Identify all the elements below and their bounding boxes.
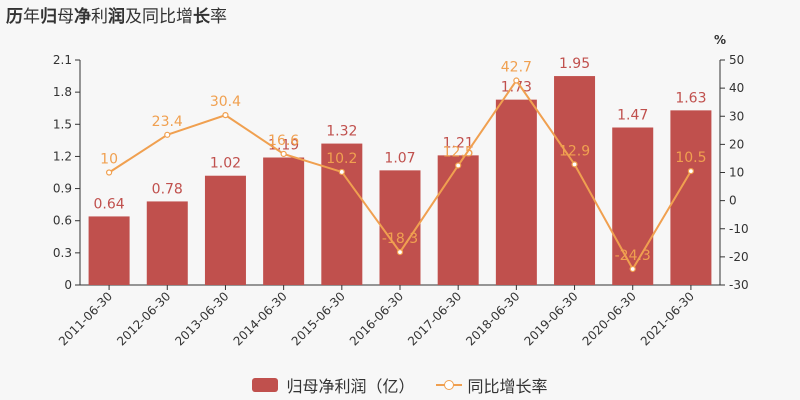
title-part: 利 (91, 7, 108, 27)
line-value-label: 12.9 (559, 143, 590, 159)
line-value-label: -18.3 (382, 231, 418, 247)
y-right-tick-label: -30 (729, 278, 749, 292)
bar-value-label: 1.63 (675, 90, 706, 106)
bar (437, 155, 479, 285)
x-tick-label: 2019-06-30 (521, 289, 580, 348)
line-point (164, 131, 171, 138)
line-point (571, 161, 578, 168)
line-value-label: 30.4 (210, 94, 241, 110)
legend-item-bar[interactable]: 归母净利润（亿） (252, 373, 414, 397)
y-left-tick-label: 1.2 (53, 149, 72, 163)
line-value-label: 10 (100, 152, 118, 168)
title-part: 归 (40, 7, 57, 27)
bar (204, 175, 246, 285)
y-right-tick-label: -20 (729, 250, 749, 264)
bar-value-label: 1.32 (326, 124, 357, 140)
y-left-tick-label: 0.6 (53, 214, 72, 228)
bar (263, 157, 305, 285)
bar (146, 201, 188, 285)
title-part: 历 (6, 7, 23, 27)
title-part: 润 (108, 7, 125, 27)
y-left-tick-label: 2.1 (53, 53, 72, 67)
bar (495, 99, 537, 286)
bar-value-label: 1.47 (617, 108, 648, 124)
title-part: 率 (210, 7, 227, 27)
y-right-tick-label: 40 (729, 81, 744, 95)
x-tick-label: 2014-06-30 (231, 289, 290, 348)
line-value-label: 12.5 (443, 144, 474, 160)
line-point (338, 168, 345, 176)
bar (554, 76, 596, 285)
line-value-label: 23.4 (152, 114, 183, 130)
line-value-label: -24.3 (615, 248, 651, 264)
line-point (222, 112, 229, 119)
title-part: 年 (23, 7, 40, 27)
legend: 归母净利润（亿） 同比增长率 (0, 373, 800, 397)
y-left-tick-label: 1.5 (53, 117, 72, 131)
line-value-label: 10.2 (326, 151, 357, 167)
line-point (280, 150, 287, 158)
y-right-tick-label: -10 (729, 222, 749, 236)
line-value-label: 42.7 (501, 60, 532, 76)
line-point (629, 265, 636, 273)
y-right-tick-label: 10 (729, 166, 744, 180)
y-left-tick-label: 1.8 (53, 85, 72, 99)
line-point (105, 169, 113, 176)
y-right-unit: % (714, 33, 726, 47)
legend-swatch-bar (252, 378, 279, 392)
y-right-tick-label: 30 (729, 109, 744, 123)
line-point (687, 167, 695, 175)
y-left-tick-label: 0 (64, 278, 72, 292)
bar-value-label: 1.95 (559, 56, 590, 72)
legend-label-bar: 归母净利润（亿） (286, 377, 415, 396)
bar-value-label: 1.21 (443, 135, 474, 151)
x-tick-label: 2013-06-30 (172, 289, 231, 348)
line-value-label: 16.6 (268, 133, 299, 149)
x-tick-label: 2016-06-30 (347, 289, 406, 348)
line-point (396, 248, 404, 256)
bar-value-label: 0.64 (94, 196, 125, 212)
line-point (455, 162, 462, 169)
bar (612, 127, 654, 285)
legend-swatch-line (435, 378, 462, 392)
y-right-tick-label: 0 (729, 194, 737, 208)
title-part: 长 (193, 7, 210, 27)
title-part: 及同比增 (125, 7, 193, 27)
x-tick-label: 2017-06-30 (405, 289, 464, 348)
x-tick-label: 2021-06-30 (638, 289, 697, 348)
line-point (513, 77, 520, 84)
x-tick-label: 2015-06-30 (289, 289, 348, 348)
chart-title: 历年归母净利润及同比增长率 (6, 2, 227, 27)
x-tick-label: 2018-06-30 (463, 289, 522, 348)
bar (670, 110, 712, 285)
bar (379, 170, 421, 285)
x-tick-label: 2012-06-30 (114, 289, 173, 348)
x-tick-label: 2020-06-30 (580, 289, 639, 348)
bar (88, 216, 130, 285)
bar-value-label: 1.02 (210, 156, 241, 172)
legend-item-line[interactable]: 同比增长率 (435, 373, 548, 397)
line-value-label: 10.5 (675, 150, 706, 166)
y-right-tick-label: 50 (729, 53, 744, 67)
y-right-tick-label: 20 (729, 137, 744, 151)
legend-label-line: 同比增长率 (467, 377, 548, 396)
y-left-tick-label: 0.9 (53, 182, 72, 196)
y-left-tick-label: 0.3 (53, 246, 72, 260)
title-part: 净 (74, 7, 91, 27)
bar-value-label: 1.07 (384, 150, 415, 166)
bar-value-label: 0.78 (152, 181, 183, 197)
title-part: 母 (57, 7, 74, 27)
x-tick-label: 2011-06-30 (56, 289, 115, 348)
